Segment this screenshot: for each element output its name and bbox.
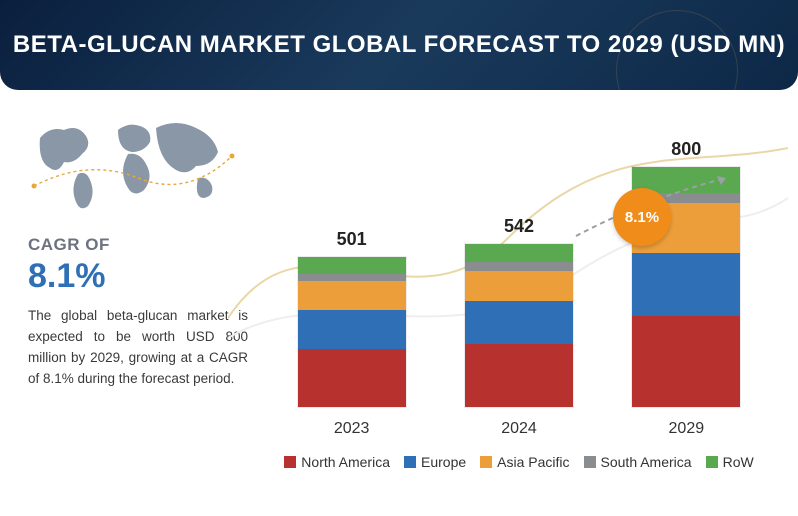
legend-item: Asia Pacific xyxy=(480,454,569,470)
bars-container: 501 542 800 xyxy=(268,128,770,408)
legend-label: Europe xyxy=(421,454,466,470)
bar-segment xyxy=(465,301,573,344)
cagr-value: 8.1% xyxy=(28,257,248,296)
stacked-bar xyxy=(464,243,574,408)
bar-total-label: 501 xyxy=(337,229,367,250)
cagr-bubble: 8.1% xyxy=(613,188,671,246)
bar-segment xyxy=(465,344,573,407)
legend-label: Asia Pacific xyxy=(497,454,569,470)
bar-segment xyxy=(465,271,573,302)
bar-segment xyxy=(298,281,406,310)
description-text: The global beta-glucan market is expecte… xyxy=(28,306,248,390)
legend-swatch xyxy=(284,456,296,468)
legend-item: South America xyxy=(584,454,692,470)
chart-area: 501 542 800 8.1% 2023 2024 2029 xyxy=(268,108,770,448)
bar-segment xyxy=(298,310,406,349)
legend-item: RoW xyxy=(706,454,754,470)
legend-swatch xyxy=(584,456,596,468)
cagr-label: CAGR OF xyxy=(28,235,248,255)
chart-column: 501 542 800 8.1% 2023 2024 2029 North Americ… xyxy=(258,108,770,506)
bar-segment xyxy=(465,262,573,270)
header-title: BETA-GLUCAN MARKET GLOBAL FORECAST TO 20… xyxy=(13,29,785,60)
legend-item: Europe xyxy=(404,454,466,470)
legend-label: South America xyxy=(601,454,692,470)
legend-item: North America xyxy=(284,454,390,470)
bar-segment xyxy=(298,349,406,408)
legend-swatch xyxy=(404,456,416,468)
bar-segment xyxy=(298,274,406,282)
legend-swatch xyxy=(706,456,718,468)
legend: North America Europe Asia Pacific South Ame… xyxy=(268,454,770,470)
bar-segment xyxy=(465,244,573,262)
bar-segment xyxy=(298,257,406,274)
legend-label: RoW xyxy=(723,454,754,470)
x-axis-labels: 2023 2024 2029 xyxy=(268,410,770,438)
legend-swatch xyxy=(480,456,492,468)
stacked-bar xyxy=(297,256,407,408)
bar-group: 542 xyxy=(464,216,574,408)
x-axis-label: 2024 xyxy=(464,420,574,438)
header-banner: BETA-GLUCAN MARKET GLOBAL FORECAST TO 20… xyxy=(0,0,798,90)
bar-segment xyxy=(632,253,740,316)
bar-total-label: 542 xyxy=(504,216,534,237)
cagr-bubble-text: 8.1% xyxy=(625,209,659,226)
bar-segment xyxy=(632,316,740,408)
left-column: CAGR OF 8.1% The global beta-glucan mark… xyxy=(28,108,258,506)
content-area: CAGR OF 8.1% The global beta-glucan mark… xyxy=(0,90,798,516)
legend-label: North America xyxy=(301,454,390,470)
bar-group: 501 xyxy=(297,229,407,408)
world-map-graphic xyxy=(28,108,238,223)
x-axis-label: 2023 xyxy=(297,420,407,438)
bar-group: 800 xyxy=(631,139,741,408)
bar-total-label: 800 xyxy=(671,139,701,160)
x-axis-label: 2029 xyxy=(631,420,741,438)
